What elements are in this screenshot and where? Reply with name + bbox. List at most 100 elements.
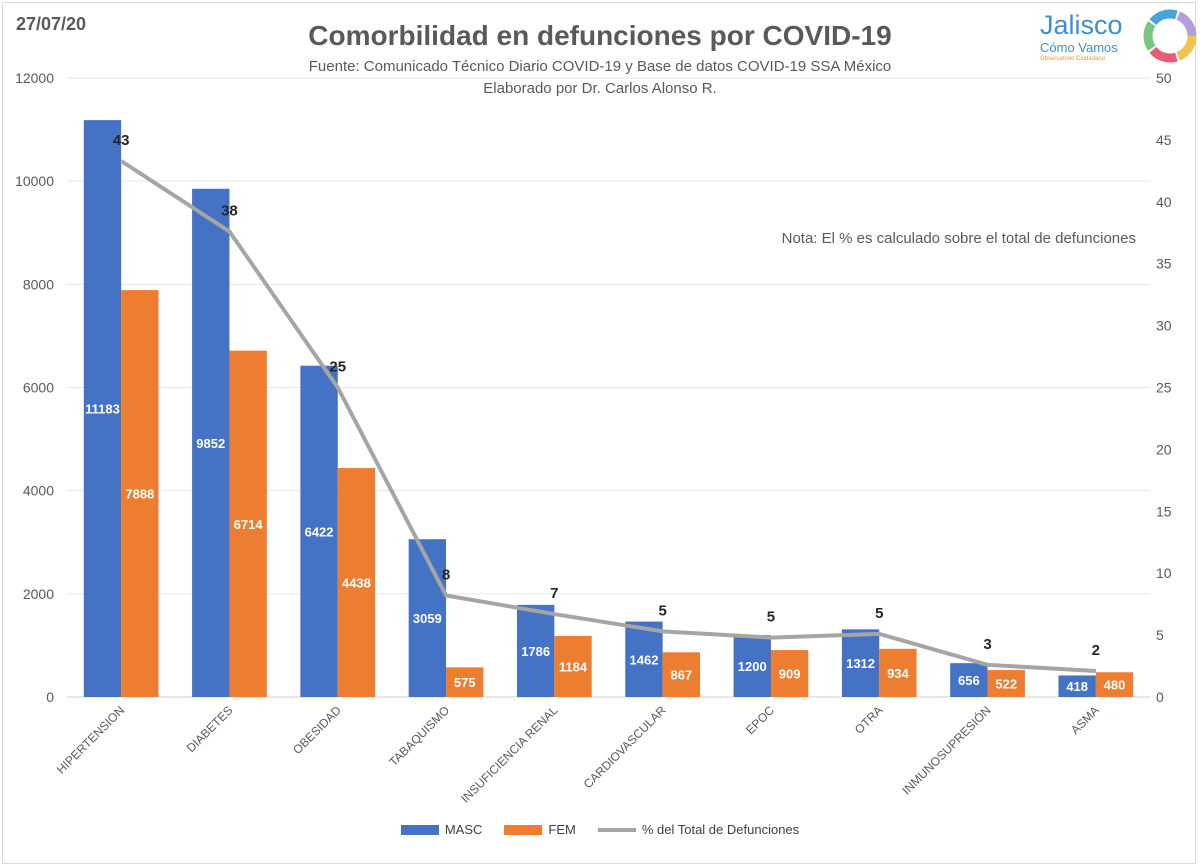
- percent-label: 25: [329, 359, 346, 376]
- bar-label-fem: 4438: [342, 576, 371, 591]
- category-label: INSUFICIENCIA RENAL: [458, 703, 561, 806]
- chart-note: Nota: El % es calculado sobre el total d…: [781, 230, 1136, 247]
- y-right-tick: 40: [1156, 194, 1172, 210]
- category-label: INMUNOSUPRESIÓN: [899, 703, 994, 798]
- logo-name: Jalisco: [1040, 10, 1123, 40]
- bar-label-masc: 1786: [521, 644, 550, 659]
- bar-label-fem: 867: [670, 668, 692, 683]
- percent-line: [120, 159, 1096, 673]
- category-label: ASMA: [1068, 703, 1102, 737]
- percent-label: 38: [221, 203, 238, 220]
- jalisco-como-vamos-logo: Jalisco Cómo Vamos Observatorio Ciudadan…: [1036, 6, 1200, 68]
- bar-label-masc: 3059: [413, 611, 442, 626]
- legend-label-masc: MASC: [444, 822, 483, 837]
- y-right-tick: 20: [1156, 441, 1172, 457]
- bar-fem: [229, 350, 267, 697]
- chart-title: Comorbilidad en defunciones por COVID-19: [308, 20, 892, 51]
- bar-label-fem: 7888: [125, 487, 154, 502]
- logo-tagline: Cómo Vamos: [1040, 40, 1118, 55]
- bar-label-fem: 522: [995, 677, 1017, 692]
- bar-label-fem: 6714: [234, 517, 264, 532]
- chart-legend: MASC FEM % del Total de Defunciones: [0, 822, 1200, 837]
- right-axis-ticks: 0 5 10 15 20 25 30 35 40 45 50: [1156, 70, 1172, 705]
- bar-label-masc: 9852: [196, 436, 225, 451]
- chart-subtitle-block: Fuente: Comunicado Técnico Diario COVID-…: [0, 56, 1200, 100]
- bar-masc: [516, 604, 555, 697]
- y-right-tick: 0: [1156, 689, 1164, 705]
- percent-label: 2: [1092, 642, 1100, 659]
- y-left-tick: 10000: [15, 173, 54, 189]
- y-right-tick: 5: [1156, 627, 1164, 643]
- bar-masc: [300, 365, 338, 697]
- y-right-tick: 10: [1156, 565, 1172, 581]
- bar-fem: [554, 635, 592, 697]
- percent-label: 7: [550, 585, 558, 602]
- y-left-tick: 6000: [23, 380, 54, 396]
- legend-swatch-percent: [597, 827, 636, 832]
- y-right-tick: 25: [1156, 380, 1172, 396]
- bar-masc: [625, 621, 663, 697]
- bar-label-masc: 1312: [846, 656, 875, 671]
- bar-label-fem: 1184: [559, 659, 588, 674]
- category-label: HIPERTENSION: [54, 703, 127, 776]
- bar-masc: [83, 120, 122, 698]
- y-right-tick: 45: [1156, 132, 1172, 148]
- category-label: OTRA: [852, 703, 885, 736]
- bar-label-masc: 1462: [630, 652, 659, 667]
- legend-item-fem: FEM: [504, 822, 576, 837]
- bar-label-masc: 11183: [85, 402, 120, 417]
- bar-fem: [1095, 672, 1134, 697]
- bar-label-fem: 934: [887, 666, 909, 681]
- legend-swatch-fem: [504, 824, 543, 835]
- y-left-tick: 2000: [23, 586, 54, 602]
- y-right-tick: 50: [1156, 70, 1172, 86]
- bar-label-masc: 656: [958, 673, 980, 688]
- bar-label-masc: 418: [1066, 679, 1088, 694]
- legend-item-masc: MASC: [400, 822, 483, 837]
- bar-masc: [950, 663, 988, 697]
- percent-label: 5: [875, 605, 883, 622]
- percent-series-line: [120, 159, 1096, 673]
- y-left-tick: 12000: [15, 70, 54, 86]
- bar-label-fem: 480: [1104, 678, 1126, 693]
- legend-label-percent: % del Total de Defunciones: [641, 822, 800, 837]
- bar-fem: [987, 670, 1025, 697]
- category-label: CARDIOVASCULAR: [581, 703, 669, 791]
- logo-subline: Observatorio Ciudadano: [1040, 56, 1106, 62]
- percent-label: 43: [113, 132, 130, 149]
- bar-label-fem: 575: [454, 675, 476, 690]
- logo-ring-icon: [1143, 9, 1197, 63]
- category-label: DIABETES: [184, 703, 236, 755]
- bar-masc: [841, 629, 880, 697]
- data-labels: 1118378889852671464224438305957517861184…: [85, 132, 1125, 694]
- bar-masc: [733, 635, 771, 697]
- legend-swatch-masc: [400, 824, 439, 835]
- bar-masc: [408, 539, 447, 697]
- bar-label-masc: 6422: [305, 524, 334, 539]
- y-left-tick: 4000: [23, 483, 54, 499]
- y-left-tick: 8000: [23, 276, 54, 292]
- bar-masc: [192, 188, 230, 697]
- bar-label-masc: 1200: [738, 659, 767, 674]
- bar-masc: [1058, 675, 1096, 697]
- y-right-tick: 30: [1156, 318, 1172, 334]
- bar-fem: [662, 652, 701, 697]
- category-label: OBESIDAD: [290, 703, 344, 757]
- date-label: 27/07/20: [16, 14, 87, 34]
- percent-label: 5: [658, 602, 666, 619]
- bar-fem: [770, 650, 809, 697]
- y-right-tick: 35: [1156, 256, 1172, 272]
- chart-author: Elaborado por Dr. Carlos Alonso R.: [483, 80, 717, 97]
- bar-label-fem: 909: [779, 667, 801, 682]
- left-axis-ticks: 0 2000 4000 6000 8000 10000 12000: [15, 70, 54, 705]
- percent-label: 5: [767, 609, 775, 626]
- bar-fem: [121, 290, 159, 697]
- chart-source: Fuente: Comunicado Técnico Diario COVID-…: [308, 58, 892, 75]
- bars: [83, 120, 1134, 698]
- bar-fem: [446, 667, 484, 697]
- y-right-tick: 15: [1156, 503, 1172, 519]
- bar-fem: [337, 468, 376, 697]
